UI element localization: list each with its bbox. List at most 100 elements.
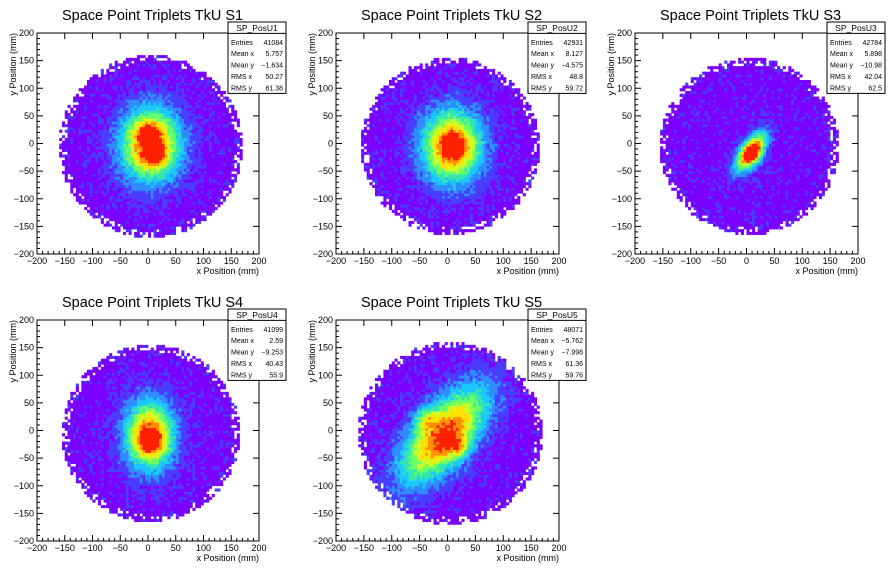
heatmap-bin <box>414 77 418 81</box>
heatmap-bin <box>84 165 88 169</box>
heatmap-bin <box>156 157 160 161</box>
heatmap-bin <box>402 102 406 106</box>
heatmap-bin <box>192 68 196 72</box>
heatmap-bin <box>123 104 127 108</box>
heatmap-bin <box>92 77 96 81</box>
heatmap-bin <box>134 107 138 111</box>
heatmap-bin <box>114 60 118 64</box>
heatmap-bin <box>181 171 185 175</box>
heatmap-bin <box>61 160 66 164</box>
heatmap-bin <box>170 212 174 216</box>
heatmap-bin <box>397 93 401 97</box>
heatmap-bin <box>142 176 146 180</box>
heatmap-bin <box>167 115 171 119</box>
heatmap-bin <box>444 137 448 142</box>
heatmap-bin <box>375 110 379 114</box>
heatmap-bin <box>444 57 448 61</box>
heatmap-bin <box>136 124 140 128</box>
heatmap-bin <box>123 212 127 216</box>
heatmap-bin <box>408 182 412 186</box>
heatmap-bin <box>84 154 88 158</box>
heatmap-bin <box>186 129 190 133</box>
heatmap-bin <box>200 82 204 86</box>
heatmap-bin <box>150 212 154 216</box>
heatmap-bin <box>142 85 146 89</box>
heatmap-bin <box>153 91 157 95</box>
heatmap-bin <box>430 115 434 119</box>
heatmap-bin <box>411 143 415 147</box>
heatmap-bin <box>366 124 370 128</box>
heatmap-bin <box>225 110 229 114</box>
heatmap-bin <box>394 209 398 213</box>
heatmap-bin <box>78 149 82 153</box>
heatmap-bin <box>228 121 232 125</box>
heatmap-bin <box>131 107 135 111</box>
heatmap-bin <box>231 137 235 142</box>
heatmap-bin <box>220 135 224 139</box>
heatmap-bin <box>189 85 193 89</box>
heatmap-bin <box>106 79 110 84</box>
heatmap-bin <box>159 88 163 92</box>
heatmap-bin <box>89 201 93 205</box>
heatmap-bin <box>159 143 163 147</box>
heatmap-bin <box>408 184 412 188</box>
heatmap-bin <box>430 110 434 114</box>
heatmap-bin <box>397 198 401 202</box>
heatmap-bin <box>70 165 74 169</box>
heatmap-bin <box>388 193 393 197</box>
heatmap-bin <box>411 151 415 155</box>
heatmap-bin <box>397 132 401 136</box>
heatmap-bin <box>200 165 204 169</box>
heatmap-bin <box>222 121 226 125</box>
heatmap-bin <box>192 115 196 119</box>
heatmap-bin <box>86 151 91 155</box>
heatmap-bin <box>197 187 202 191</box>
heatmap-bin <box>145 184 149 188</box>
heatmap-bin <box>394 118 398 122</box>
heatmap-bin <box>397 88 401 92</box>
heatmap-bin <box>186 102 190 106</box>
heatmap-bin <box>75 168 79 172</box>
heatmap-bin <box>164 231 168 235</box>
heatmap-bin <box>397 124 401 128</box>
heatmap-bin <box>156 234 160 238</box>
heatmap-bin <box>225 171 229 175</box>
heatmap-bin <box>439 146 443 150</box>
heatmap-bin <box>217 171 221 175</box>
heatmap-bin <box>439 77 443 81</box>
heatmap-bin <box>444 66 448 70</box>
heatmap-bin <box>197 207 202 211</box>
heatmap-bin <box>414 66 418 70</box>
heatmap-bin <box>391 137 395 142</box>
heatmap-bin <box>200 71 204 75</box>
heatmap-bin <box>217 146 221 150</box>
heatmap-bin <box>134 68 138 72</box>
heatmap-bin <box>125 107 129 111</box>
heatmap-bin <box>380 162 384 166</box>
heatmap-bin <box>120 121 124 125</box>
heatmap-bin <box>92 79 96 84</box>
heatmap-bin <box>139 88 143 92</box>
heatmap-bin <box>192 102 196 106</box>
heatmap-bin <box>117 160 121 164</box>
heatmap-bin <box>189 132 193 136</box>
heatmap-bin <box>131 126 135 130</box>
heatmap-bin <box>414 149 418 153</box>
heatmap-bin <box>441 154 446 158</box>
heatmap-bin <box>397 182 401 186</box>
heatmap-bin <box>211 113 215 117</box>
heatmap-bin <box>427 82 432 86</box>
heatmap-bin <box>73 160 77 164</box>
heatmap-bin <box>441 135 446 139</box>
heatmap-bin <box>220 137 224 142</box>
heatmap-bin <box>128 124 132 128</box>
heatmap-bin <box>156 212 160 216</box>
heatmap-bin <box>217 85 221 89</box>
heatmap-bin <box>170 149 174 153</box>
heatmap-bin <box>136 110 140 114</box>
heatmap-bin <box>123 204 127 208</box>
heatmap-bin <box>170 74 174 78</box>
heatmap-bin <box>372 118 376 122</box>
heatmap-bin <box>98 99 102 103</box>
heatmap-bin <box>123 66 127 70</box>
